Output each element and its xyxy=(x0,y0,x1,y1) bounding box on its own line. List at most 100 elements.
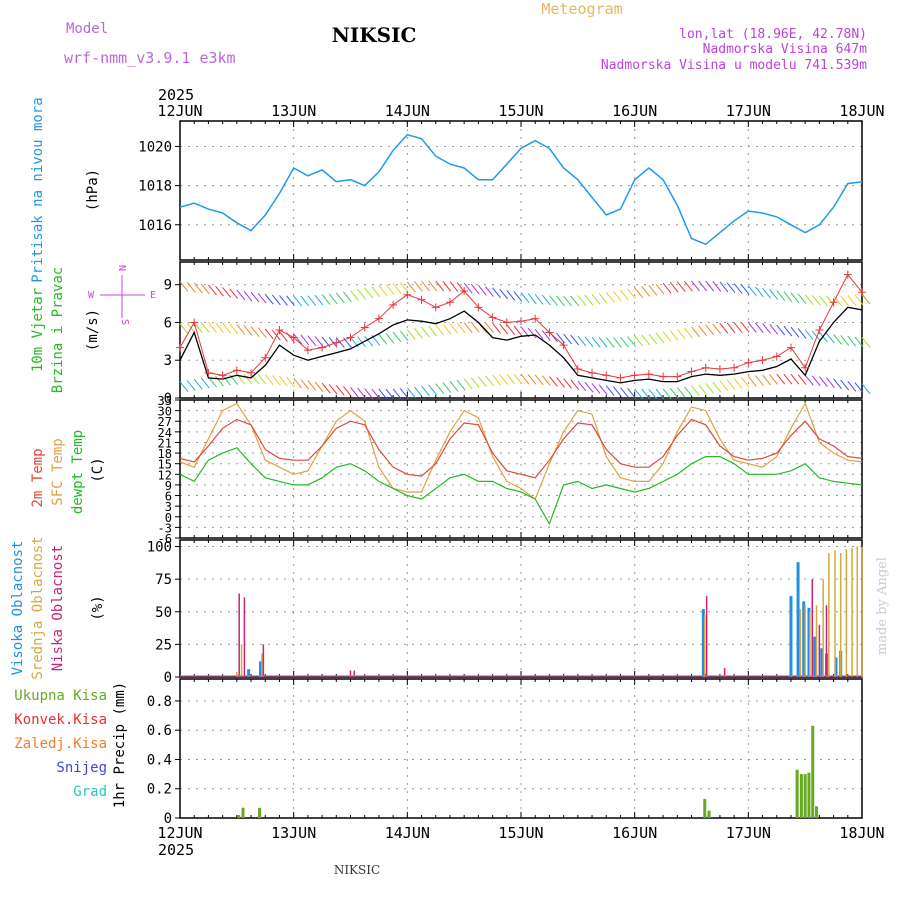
year-top: 2025 xyxy=(158,86,194,104)
credit-label: made by Angel xyxy=(875,557,890,655)
wind-barb xyxy=(406,281,416,293)
wind-barb xyxy=(549,376,558,387)
y-tick-label: 25 xyxy=(155,637,172,653)
cloud-bar xyxy=(247,669,251,677)
wind-gust-marker xyxy=(417,295,426,304)
wind-barb xyxy=(293,295,303,307)
wind-gust-marker xyxy=(431,303,440,312)
wind-barb xyxy=(811,294,821,306)
wind-barb xyxy=(840,379,850,391)
wind-barb xyxy=(229,323,239,335)
wind-barb xyxy=(236,324,246,335)
wind-barb xyxy=(833,334,842,345)
wind-gust-marker xyxy=(204,368,213,377)
cloud-bar xyxy=(861,546,863,677)
wind-barb xyxy=(797,328,807,339)
wind-barb xyxy=(243,373,253,385)
wind-gust-marker xyxy=(460,286,469,295)
wind-barb xyxy=(733,322,743,333)
cloud-bar xyxy=(818,624,821,677)
wind-barb xyxy=(200,283,210,295)
wind-barb xyxy=(264,328,274,340)
wind-gust-marker xyxy=(801,363,810,372)
wind-barb xyxy=(541,294,551,306)
y-tick-label: 3 xyxy=(164,353,172,369)
y-tick-label: 100 xyxy=(147,540,172,556)
wind-barb xyxy=(208,284,217,296)
wind-barb xyxy=(811,330,821,342)
wind-barb xyxy=(861,383,871,395)
wind-barb xyxy=(676,387,686,398)
wind-barb xyxy=(300,295,310,307)
cloud-unit: (%) xyxy=(90,595,106,620)
wind-barb xyxy=(612,291,622,302)
wind-barb xyxy=(676,328,686,340)
wind-barb xyxy=(740,322,750,333)
wind-unit: (m/s) xyxy=(85,309,101,351)
wind-barb xyxy=(399,388,409,399)
wind-barb xyxy=(620,289,629,301)
precip-bar xyxy=(258,807,262,818)
wind-barb xyxy=(378,388,388,400)
wind-barb xyxy=(698,325,707,337)
elevation-label: Nadmorska Visina 647m xyxy=(703,42,868,57)
wind-barb xyxy=(406,387,416,399)
date-label-bottom: 13JUN xyxy=(271,824,316,842)
cloud-bar xyxy=(240,644,243,677)
wind-gust-marker xyxy=(261,353,270,362)
wind-barb xyxy=(527,327,537,339)
panel-frame xyxy=(179,120,863,261)
wind-barb xyxy=(769,374,779,385)
wind-gust-marker xyxy=(517,317,525,326)
wind-barb xyxy=(783,373,793,385)
wind-barb xyxy=(570,379,580,391)
wind-gust-marker xyxy=(687,367,696,376)
cloud-bar xyxy=(811,579,814,677)
wind-barb xyxy=(676,281,686,293)
precip-bar xyxy=(807,772,811,818)
precip-bar xyxy=(811,725,815,818)
wind-gust-marker xyxy=(815,326,824,334)
wind-barb xyxy=(598,384,608,395)
sfc-ylabel: SFC Temp xyxy=(50,438,66,505)
wind-barb xyxy=(776,290,786,301)
date-label-top: 15JUN xyxy=(498,102,543,120)
y-tick-label: 3 xyxy=(165,500,172,514)
wind-barb xyxy=(833,378,842,390)
wind-barb xyxy=(811,375,821,387)
precip-legend-label: Konvek.Kisa xyxy=(14,712,107,728)
wind-barb xyxy=(833,295,842,307)
wind-barb xyxy=(208,322,217,333)
wind-barb xyxy=(463,378,473,390)
wind-gust-marker xyxy=(445,298,454,307)
wind-gust-marker xyxy=(602,371,611,380)
date-label-bottom: 14JUN xyxy=(385,824,430,842)
wind-barb xyxy=(627,387,636,399)
y-tick-label: 1020 xyxy=(138,139,172,155)
wind-barb xyxy=(719,322,729,334)
wind-barb xyxy=(783,291,793,303)
wind-barb xyxy=(804,294,814,305)
year-bottom: 2025 xyxy=(158,841,194,859)
wind-barb xyxy=(193,322,203,333)
date-label-bottom: 12JUN xyxy=(157,824,202,842)
precip-legend-label: Ukupna Kisa xyxy=(14,688,107,704)
pressure-ylabel: Pritisak na nivou mora xyxy=(30,97,46,282)
wind-barb xyxy=(655,388,665,400)
y-tick-label: 1016 xyxy=(138,218,172,234)
wind-barb xyxy=(428,325,438,337)
wind-barb xyxy=(442,323,452,335)
wind-barb xyxy=(534,294,544,305)
wind-barb xyxy=(314,294,324,306)
wind-barb xyxy=(563,333,573,345)
wind-barb xyxy=(662,331,672,343)
wind-barb xyxy=(854,294,864,306)
y-tick-label: 0 xyxy=(164,811,172,827)
cloud-bar xyxy=(349,670,352,677)
date-label-bottom: 16JUN xyxy=(612,824,657,842)
wind-gust-marker xyxy=(659,372,668,381)
wind-barb xyxy=(527,293,537,304)
wind-barb xyxy=(485,286,494,297)
wind-gust-marker xyxy=(275,326,284,334)
cloud-bar xyxy=(262,644,265,677)
